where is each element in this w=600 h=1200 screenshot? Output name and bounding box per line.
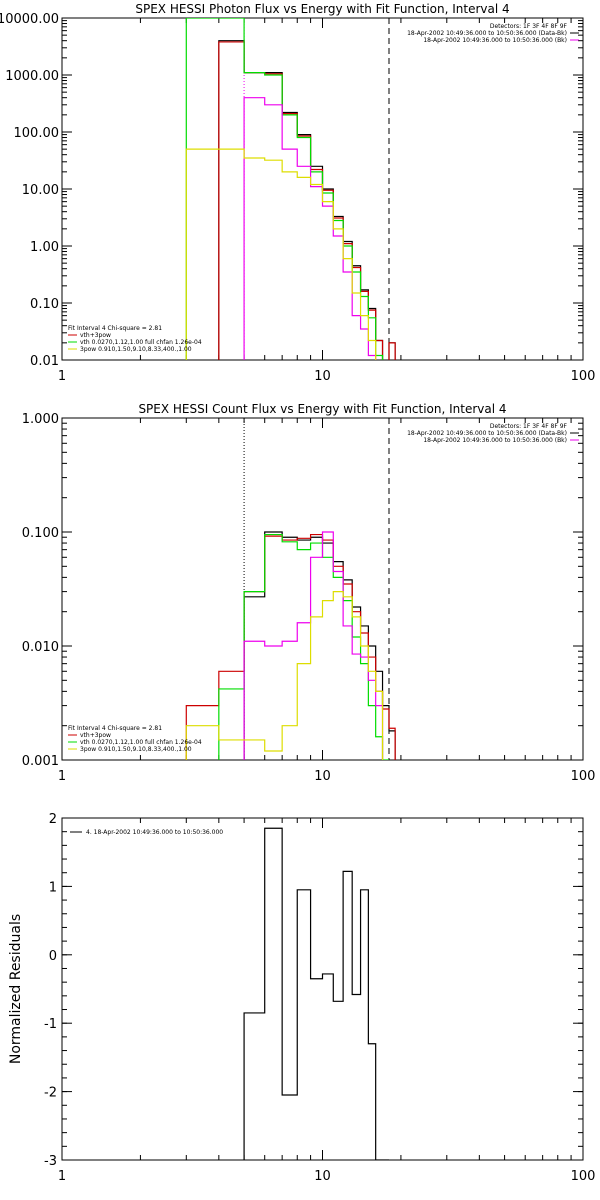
plot-frame — [61, 817, 584, 1161]
x-tick-label: 1 — [58, 1169, 66, 1184]
series-green-step — [185, 18, 384, 360]
y-tick-label: 1000.00 — [5, 69, 59, 84]
series-black-step — [243, 827, 389, 1160]
y-tick-label: 10000.00 — [0, 12, 59, 27]
plot-area — [185, 418, 396, 760]
y-tick-label: 0.10 — [30, 297, 59, 312]
y-axis-label: Normalized Residuals — [8, 914, 24, 1064]
legend-text: 4. 18-Apr-2002 10:49:36.000 to 10:50:36.… — [86, 829, 223, 836]
x-tick-label: 10 — [314, 769, 331, 784]
series-magenta-step — [243, 97, 377, 360]
y-tick-label: 1 — [49, 880, 57, 895]
legend-bottom-left-text: vth 0.0270,1.12,1.00 full chfan 1.26e-04 — [80, 339, 202, 346]
y-tick-label: 100.00 — [14, 126, 60, 141]
y-tick-label: 10.00 — [22, 183, 59, 198]
plot-frame — [61, 417, 584, 761]
y-tick-label: 1.000 — [22, 412, 59, 427]
y-tick-label: 2 — [49, 812, 57, 827]
chart-panel-1: SPEX HESSI Photon Flux vs Energy with Fi… — [0, 2, 595, 384]
x-tick-label: 100 — [571, 369, 596, 384]
chart-title: SPEX HESSI Photon Flux vs Energy with Fi… — [135, 2, 509, 16]
x-tick-label: 1 — [58, 369, 66, 384]
y-tick-label: -2 — [44, 1086, 57, 1101]
plot-area — [243, 827, 389, 1160]
x-tick-label: 10 — [314, 369, 331, 384]
legend-top-right-text: 18-Apr-2002 10:49:36.000 to 10:50:36.000… — [423, 37, 567, 44]
y-tick-label: 0.100 — [22, 526, 59, 541]
legend-top-right-text: Detectors: 1F 3F 4F 8F 9F — [490, 23, 568, 30]
legend-bottom-left-text: vth+3pow — [80, 732, 111, 739]
legend-bottom-left-text: 3pow 0.910,1.50,9.10,8.33,400.,1.00 — [80, 346, 192, 353]
legend-bottom-left-text: vth 0.0270,1.12,1.00 full chfan 1.26e-04 — [80, 739, 202, 746]
legend-top-right-text: 18-Apr-2002 10:49:36.000 to 10:50:36.000… — [407, 30, 567, 37]
chart-title: SPEX HESSI Count Flux vs Energy with Fit… — [138, 402, 506, 416]
legend-bottom-left-text: vth+3pow — [80, 332, 111, 339]
x-tick-label: 10 — [314, 1169, 331, 1184]
y-tick-label: 0.010 — [22, 640, 59, 655]
chart-panel-2: SPEX HESSI Count Flux vs Energy with Fit… — [22, 402, 596, 784]
legend-bottom-left-text: Fit Interval 4 Chi-square = 2.81 — [68, 325, 162, 332]
legend-bottom-left-text: 3pow 0.910,1.50,9.10,8.33,400.,1.00 — [80, 746, 192, 753]
legend-top-right-text: 18-Apr-2002 10:49:36.000 to 10:50:36.000… — [407, 430, 567, 437]
y-tick-label: -1 — [44, 1017, 57, 1032]
y-tick-label: -3 — [44, 1154, 57, 1169]
legend-top-right-text: 18-Apr-2002 10:49:36.000 to 10:50:36.000… — [423, 437, 567, 444]
y-tick-label: 0.01 — [30, 354, 59, 369]
x-tick-label: 100 — [571, 1169, 596, 1184]
plot-area — [185, 18, 396, 360]
legend-top-right-text: Detectors: 1F 3F 4F 8F 9F — [490, 423, 568, 430]
series-yellow-step — [185, 591, 384, 760]
x-tick-label: 1 — [58, 769, 66, 784]
series-magenta-step — [243, 531, 384, 760]
x-tick-label: 100 — [571, 769, 596, 784]
series-yellow-step — [185, 148, 377, 360]
y-tick-label: 0 — [49, 949, 57, 964]
legend-bottom-left-text: Fit Interval 4 Chi-square = 2.81 — [68, 725, 162, 732]
y-tick-label: 0.001 — [22, 754, 59, 769]
y-tick-label: 1.00 — [30, 240, 59, 255]
